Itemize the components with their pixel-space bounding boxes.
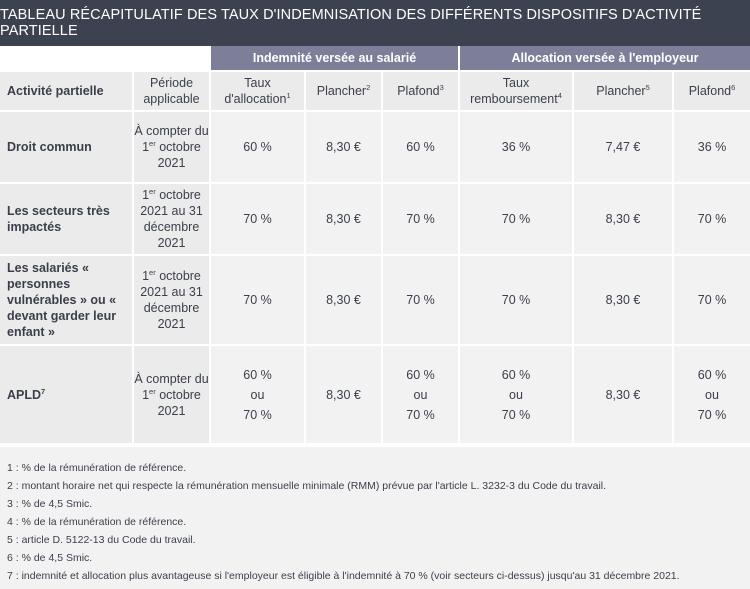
footnote: 6 : % de 4,5 Smic. — [7, 552, 93, 564]
footnote: 5 : article D. 5122-13 du Code du travai… — [7, 534, 196, 546]
table-title: TABLEAU RÉCAPITULATIF DES TAUX D'INDEMNI… — [0, 0, 750, 46]
cell-plancher-salarie: 8,30 € — [306, 184, 383, 256]
cell-plancher-employeur: 7,47 € — [574, 112, 674, 184]
cell-plancher-employeur: 8,30 € — [574, 256, 674, 346]
cell-plafond-salarie: 70 % — [383, 256, 460, 346]
header-plafond-salarie: Plafond3 — [383, 72, 460, 112]
footnote: 3 : % de 4,5 Smic. — [7, 498, 93, 510]
cell-plancher-salarie: 8,30 € — [306, 112, 383, 184]
group-header-salarie: Indemnité versée au salarié — [211, 46, 460, 72]
cell-plafond-salarie: 70 % — [383, 184, 460, 256]
row-label: Les salariés « personnes vulnérables » o… — [0, 256, 134, 346]
table-row-salaries-vulnerables: Les salariés « personnes vulnérables » o… — [0, 256, 750, 346]
header-taux-remboursement: Taux remboursement4 — [460, 72, 574, 112]
header-plancher-salarie: Plancher2 — [306, 72, 383, 112]
cell-plafond-employeur: 36 % — [674, 112, 750, 184]
cell-taux-remboursement: 70 % — [460, 256, 574, 346]
cell-plafond-salarie: 60 % ou 70 % — [383, 346, 460, 445]
cell-plafond-employeur: 60 % ou 70 % — [674, 346, 750, 445]
header-plafond-employeur: Plafond6 — [674, 72, 750, 112]
group-header-row: Indemnité versée au salarié Allocation v… — [0, 46, 750, 72]
header-taux-allocation: Taux d'allocation1 — [211, 72, 306, 112]
column-header-row: Activité partielle Période applicable Ta… — [0, 72, 750, 112]
group-blank — [0, 46, 211, 72]
cell-taux-remboursement: 60 % ou 70 % — [460, 346, 574, 445]
cell-plancher-salarie: 8,30 € — [306, 256, 383, 346]
cell-plancher-employeur: 8,30 € — [574, 184, 674, 256]
table-row-droit-commun: Droit commun À compter du 1er octobre 20… — [0, 112, 750, 184]
footnote: 1 : % de la rémunération de référence. — [7, 462, 187, 474]
cell-plancher-employeur: 8,30 € — [574, 346, 674, 445]
cell-taux-allocation: 60 % ou 70 % — [211, 346, 306, 445]
cell-taux-allocation: 70 % — [211, 256, 306, 346]
cell-plafond-employeur: 70 % — [674, 256, 750, 346]
table-row-apld: APLD7 À compter du 1er octobre 2021 60 %… — [0, 346, 750, 445]
footnote: 4 : % de la rémunération de référence. — [7, 516, 187, 528]
row-label: Droit commun — [0, 112, 134, 184]
table-title-text: TABLEAU RÉCAPITULATIF DES TAUX D'INDEMNI… — [0, 7, 702, 39]
group-header-employeur: Allocation versée à l'employeur — [460, 46, 750, 72]
cell-taux-allocation: 60 % — [211, 112, 306, 184]
cell-plafond-salarie: 60 % — [383, 112, 460, 184]
cell-plancher-salarie: 8,30 € — [306, 346, 383, 445]
row-period: À compter du 1er octobre 2021 — [134, 112, 211, 184]
footnotes: 1 : % de la rémunération de référence. 2… — [0, 447, 750, 589]
row-label: APLD7 — [0, 346, 134, 445]
cell-taux-allocation: 70 % — [211, 184, 306, 256]
header-plancher-employeur: Plancher5 — [574, 72, 674, 112]
recap-table: Indemnité versée au salarié Allocation v… — [0, 46, 750, 445]
footnote: 7 : indemnité et allocation plus avantag… — [7, 570, 680, 582]
row-period: À compter du 1er octobre 2021 — [134, 346, 211, 445]
header-periode: Période applicable — [134, 72, 211, 112]
header-activite: Activité partielle — [0, 72, 134, 112]
cell-taux-remboursement: 36 % — [460, 112, 574, 184]
row-period: 1er octobre 2021 au 31 décembre 2021 — [134, 256, 211, 346]
row-period: 1er octobre 2021 au 31 décembre 2021 — [134, 184, 211, 256]
footnote: 2 : montant horaire net qui respecte la … — [7, 480, 607, 492]
table-row-secteurs-impactes: Les secteurs très impactés 1er octobre 2… — [0, 184, 750, 256]
cell-plafond-employeur: 70 % — [674, 184, 750, 256]
cell-taux-remboursement: 70 % — [460, 184, 574, 256]
row-label: Les secteurs très impactés — [0, 184, 134, 256]
